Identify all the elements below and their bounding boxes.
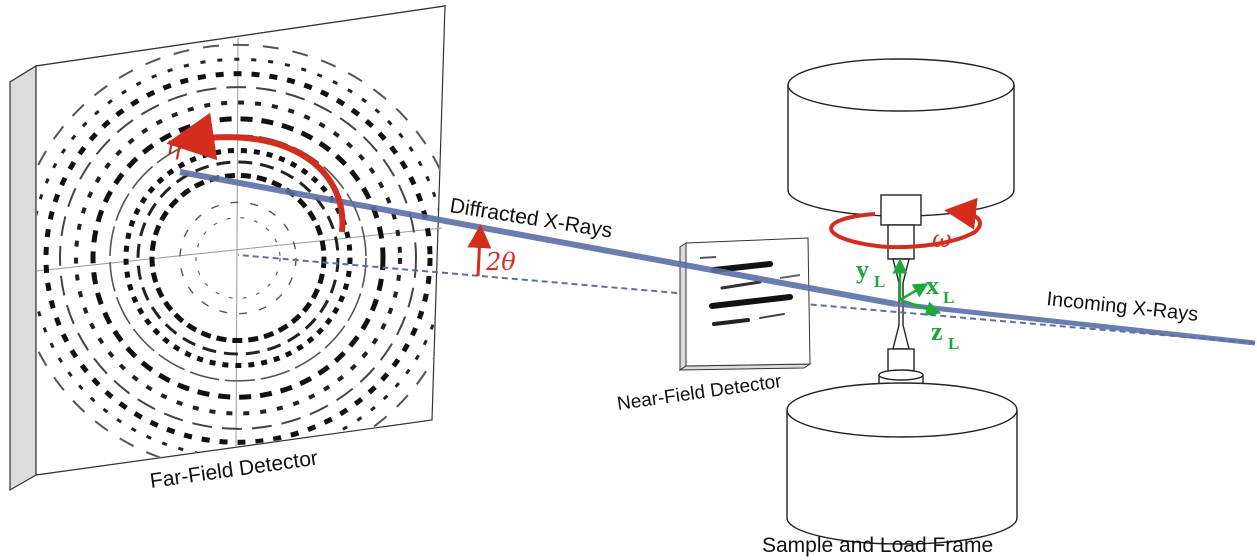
bottom-adaptor-rim (878, 369, 924, 381)
top-grip-cap (787, 58, 1015, 112)
detector-front-face (35, 5, 446, 476)
detector-horizontal-gap (35, 227, 443, 272)
x-axis-arrow (899, 283, 929, 302)
bottom-grip-cap (786, 382, 1018, 438)
incoming-beam (895, 301, 1256, 346)
detector-vertical-gap (235, 37, 239, 448)
top-adaptor (880, 194, 922, 226)
diffraction-ring (90, 116, 386, 400)
sample-label: Sample and Load Frame (762, 534, 993, 557)
load-frame (786, 58, 1018, 545)
top-clamp (887, 224, 915, 260)
diffraction-ring (136, 160, 340, 356)
omega-arrow (829, 197, 982, 250)
z-axis-subscript: L (948, 334, 959, 353)
two-theta-symbol: 2θ (485, 248, 516, 276)
diffracted-beam (179, 169, 897, 307)
two-theta-arrow (467, 224, 492, 277)
x-axis-subscript: L (943, 288, 954, 307)
diffraction-ring (179, 201, 297, 315)
bottom-grip-body (786, 410, 1018, 545)
x-axis-label: x (926, 271, 939, 300)
near-field-detector (678, 237, 812, 371)
eta-arrow (166, 112, 346, 233)
diffraction-ring (74, 100, 402, 416)
omega-symbol: ω (932, 225, 952, 253)
diffraction-ring (43, 71, 433, 445)
y-axis-subscript: L (874, 272, 885, 291)
diffraction-ring (123, 147, 353, 369)
diffraction-ring (59, 86, 417, 430)
z-axis-label: z (931, 317, 943, 346)
detector-side-face (9, 64, 37, 492)
incoming-label: Incoming X-Rays (1045, 288, 1199, 326)
lab-axes (892, 258, 942, 316)
diffraction-ring (149, 172, 327, 344)
z-axis-arrow (899, 298, 942, 316)
eta-symbol: η (166, 131, 182, 161)
far-field-detector (9, 5, 447, 492)
near-field-label: Near-Field Detector (616, 371, 784, 415)
y-axis-label: y (856, 255, 869, 284)
diffraction-ring (37, 57, 444, 459)
diffraction-ring (195, 217, 281, 299)
